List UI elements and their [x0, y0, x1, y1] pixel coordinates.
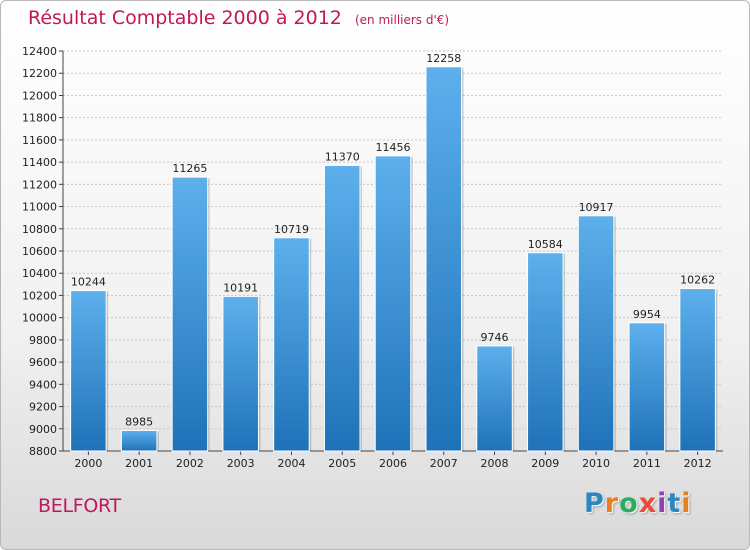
proxiti-logo[interactable]: Proxiti: [584, 488, 692, 519]
y-tick-label: 10000: [22, 312, 57, 325]
bar-2004: [273, 237, 310, 452]
data-label-2012: 10262: [680, 274, 715, 287]
x-tick-label-2012: 2012: [684, 457, 712, 470]
logo-letter: r: [604, 488, 620, 519]
logo-letter: i: [681, 488, 692, 519]
y-tick-label: 11200: [22, 178, 57, 191]
title-line: Résultat Comptable 2000 à 2012 (en milli…: [28, 7, 449, 29]
y-tick-label: 12200: [22, 67, 57, 80]
bar-2012: [679, 288, 716, 452]
x-tick-label-2005: 2005: [328, 457, 356, 470]
y-tick-label: 9600: [29, 356, 57, 369]
data-label-2005: 11370: [325, 150, 360, 163]
data-label-2010: 10917: [579, 201, 614, 214]
data-label-2001: 8985: [125, 415, 153, 428]
bar-2008: [476, 345, 513, 452]
x-tick-label-2003: 2003: [227, 457, 255, 470]
data-label-2000: 10244: [71, 276, 106, 289]
data-label-2011: 9954: [633, 308, 661, 321]
data-label-2009: 10584: [528, 238, 563, 251]
bar-2011: [628, 322, 666, 452]
data-label-2002: 11265: [172, 162, 207, 175]
y-tick-label: 9400: [29, 378, 57, 391]
x-tick-label-2010: 2010: [582, 457, 610, 470]
y-tick-label: 9200: [29, 401, 57, 414]
y-tick-label: 12400: [22, 45, 57, 58]
chart-subtitle: (en milliers d'€): [354, 13, 450, 27]
logo-letter: o: [619, 488, 639, 519]
data-label-2006: 11456: [376, 141, 411, 154]
x-tick-label-2000: 2000: [74, 457, 102, 470]
y-tick-label: 10600: [22, 245, 57, 258]
x-tick-label-2001: 2001: [125, 457, 153, 470]
y-tick-label: 10200: [22, 289, 57, 302]
bars: [70, 66, 718, 452]
y-tick-label: 9000: [29, 423, 57, 436]
y-tick-label: 9800: [29, 334, 57, 347]
bar-2001: [120, 429, 158, 452]
data-label-2004: 10719: [274, 223, 309, 236]
bar-2002: [171, 176, 209, 452]
city-name: BELFORT: [38, 495, 121, 517]
y-tick-label: 8800: [29, 445, 57, 458]
x-tick-label-2004: 2004: [277, 457, 305, 470]
x-tick-label-2011: 2011: [633, 457, 661, 470]
bar-2005: [323, 164, 361, 452]
x-tick-label-2002: 2002: [176, 457, 204, 470]
x-tick-label-2007: 2007: [430, 457, 458, 470]
data-label-2008: 9746: [481, 331, 509, 344]
bar-2000: [70, 290, 107, 452]
chart-title: Résultat Comptable 2000 à 2012: [28, 7, 342, 29]
y-tick-label: 11600: [22, 134, 57, 147]
x-tick-label-2008: 2008: [481, 457, 509, 470]
logo-letter: P: [584, 488, 605, 519]
y-tick-label: 11800: [22, 112, 57, 125]
bar-2009: [527, 252, 564, 452]
data-label-2007: 12258: [426, 52, 461, 65]
y-tick-label: 12000: [22, 89, 57, 102]
bar-2010: [577, 215, 615, 452]
x-tick-label-2009: 2009: [531, 457, 559, 470]
y-tick-label: 10400: [22, 267, 57, 280]
bar-2007: [425, 66, 463, 452]
y-tick-label: 10800: [22, 223, 57, 236]
logo-letter: t: [667, 488, 682, 519]
x-tick-label-2006: 2006: [379, 457, 407, 470]
bar-2006: [374, 155, 412, 452]
y-tick-label: 11000: [22, 201, 57, 214]
labels: 8800 9000 9200 9400 9600 9800 10000 10200 10400 1…: [22, 45, 715, 470]
y-tick-label: 11400: [22, 156, 57, 169]
logo-letter: x: [638, 488, 658, 519]
logo-letter: i: [657, 488, 668, 519]
data-label-2003: 10191: [223, 281, 258, 294]
bar-2003: [222, 295, 259, 452]
